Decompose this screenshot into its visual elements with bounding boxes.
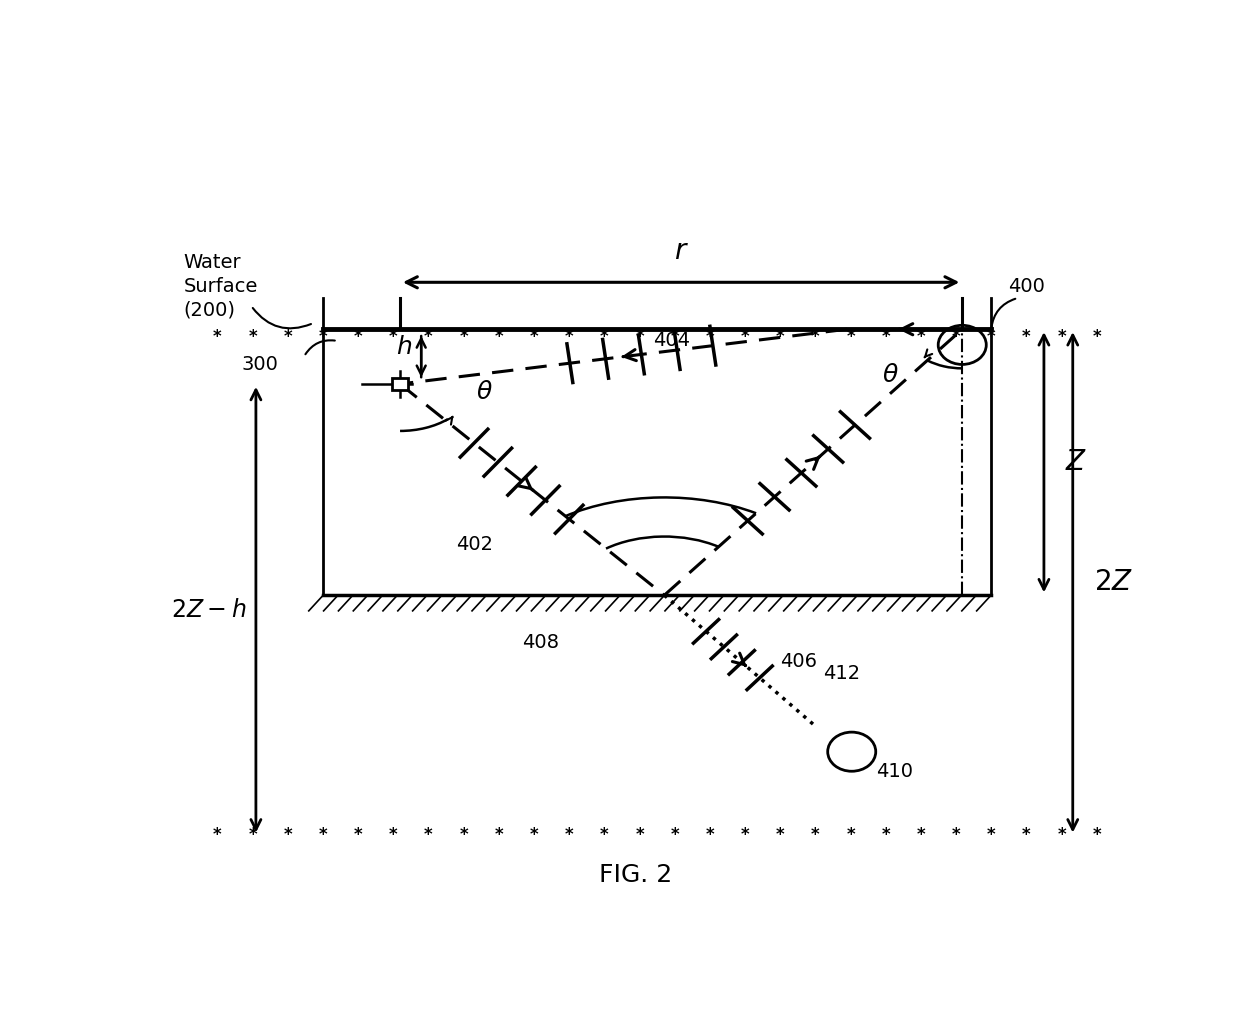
Text: *: *: [424, 328, 433, 346]
Text: *: *: [284, 328, 293, 346]
Text: *: *: [811, 826, 820, 844]
Text: FIG. 2: FIG. 2: [599, 863, 672, 887]
Text: 408: 408: [522, 633, 559, 651]
Text: *: *: [846, 826, 854, 844]
Text: *: *: [706, 328, 714, 346]
Text: *: *: [706, 826, 714, 844]
Text: *: *: [846, 328, 854, 346]
Text: $2Z-h$: $2Z-h$: [171, 597, 247, 622]
Text: *: *: [319, 826, 327, 844]
Text: *: *: [882, 826, 890, 844]
Text: *: *: [1092, 826, 1101, 844]
Text: *: *: [811, 328, 820, 346]
Text: *: *: [213, 328, 222, 346]
FancyArrowPatch shape: [305, 340, 335, 355]
Text: *: *: [284, 826, 293, 844]
Text: *: *: [776, 328, 785, 346]
Text: *: *: [248, 826, 257, 844]
Text: *: *: [635, 328, 644, 346]
Text: 404: 404: [653, 331, 689, 351]
Text: *: *: [916, 826, 925, 844]
Text: 410: 410: [875, 762, 913, 780]
Text: *: *: [776, 826, 785, 844]
Text: *: *: [424, 826, 433, 844]
Text: *: *: [459, 826, 467, 844]
Text: *: *: [565, 826, 574, 844]
Text: *: *: [565, 328, 574, 346]
Text: *: *: [1022, 328, 1030, 346]
Text: *: *: [740, 328, 749, 346]
Text: 300: 300: [242, 355, 278, 374]
Text: *: *: [389, 826, 398, 844]
Text: *: *: [882, 328, 890, 346]
Text: *: *: [529, 826, 538, 844]
Text: *: *: [1022, 826, 1030, 844]
Text: *: *: [495, 826, 503, 844]
FancyArrowPatch shape: [253, 308, 311, 328]
Text: *: *: [952, 328, 961, 346]
Text: *: *: [635, 826, 644, 844]
FancyArrowPatch shape: [991, 299, 1016, 328]
Text: *: *: [213, 826, 222, 844]
Text: $Z$: $Z$: [1065, 448, 1087, 477]
Text: *: *: [916, 328, 925, 346]
Text: *: *: [1058, 328, 1066, 346]
Text: 406: 406: [780, 652, 817, 672]
Text: *: *: [671, 328, 680, 346]
Text: Water
Surface
(200): Water Surface (200): [184, 253, 258, 319]
Text: 412: 412: [823, 663, 861, 683]
Text: $r$: $r$: [673, 237, 688, 265]
Text: *: *: [389, 328, 398, 346]
Text: *: *: [529, 328, 538, 346]
Text: *: *: [952, 826, 961, 844]
Text: $2Z$: $2Z$: [1094, 568, 1133, 596]
Text: *: *: [987, 328, 996, 346]
Text: 402: 402: [456, 534, 494, 554]
Text: 400: 400: [1008, 276, 1045, 296]
Text: $h$: $h$: [396, 335, 412, 360]
Text: $\theta$: $\theta$: [882, 363, 899, 387]
Text: *: *: [600, 826, 609, 844]
Text: *: *: [495, 328, 503, 346]
Text: *: *: [987, 826, 996, 844]
Text: *: *: [1058, 826, 1066, 844]
Text: *: *: [353, 328, 362, 346]
Text: *: *: [353, 826, 362, 844]
FancyBboxPatch shape: [392, 378, 408, 390]
Text: *: *: [1092, 328, 1101, 346]
Text: *: *: [671, 826, 680, 844]
Text: *: *: [319, 328, 327, 346]
Text: $\theta$: $\theta$: [476, 380, 494, 403]
Text: *: *: [600, 328, 609, 346]
Text: *: *: [459, 328, 467, 346]
Text: *: *: [740, 826, 749, 844]
Text: *: *: [248, 328, 257, 346]
